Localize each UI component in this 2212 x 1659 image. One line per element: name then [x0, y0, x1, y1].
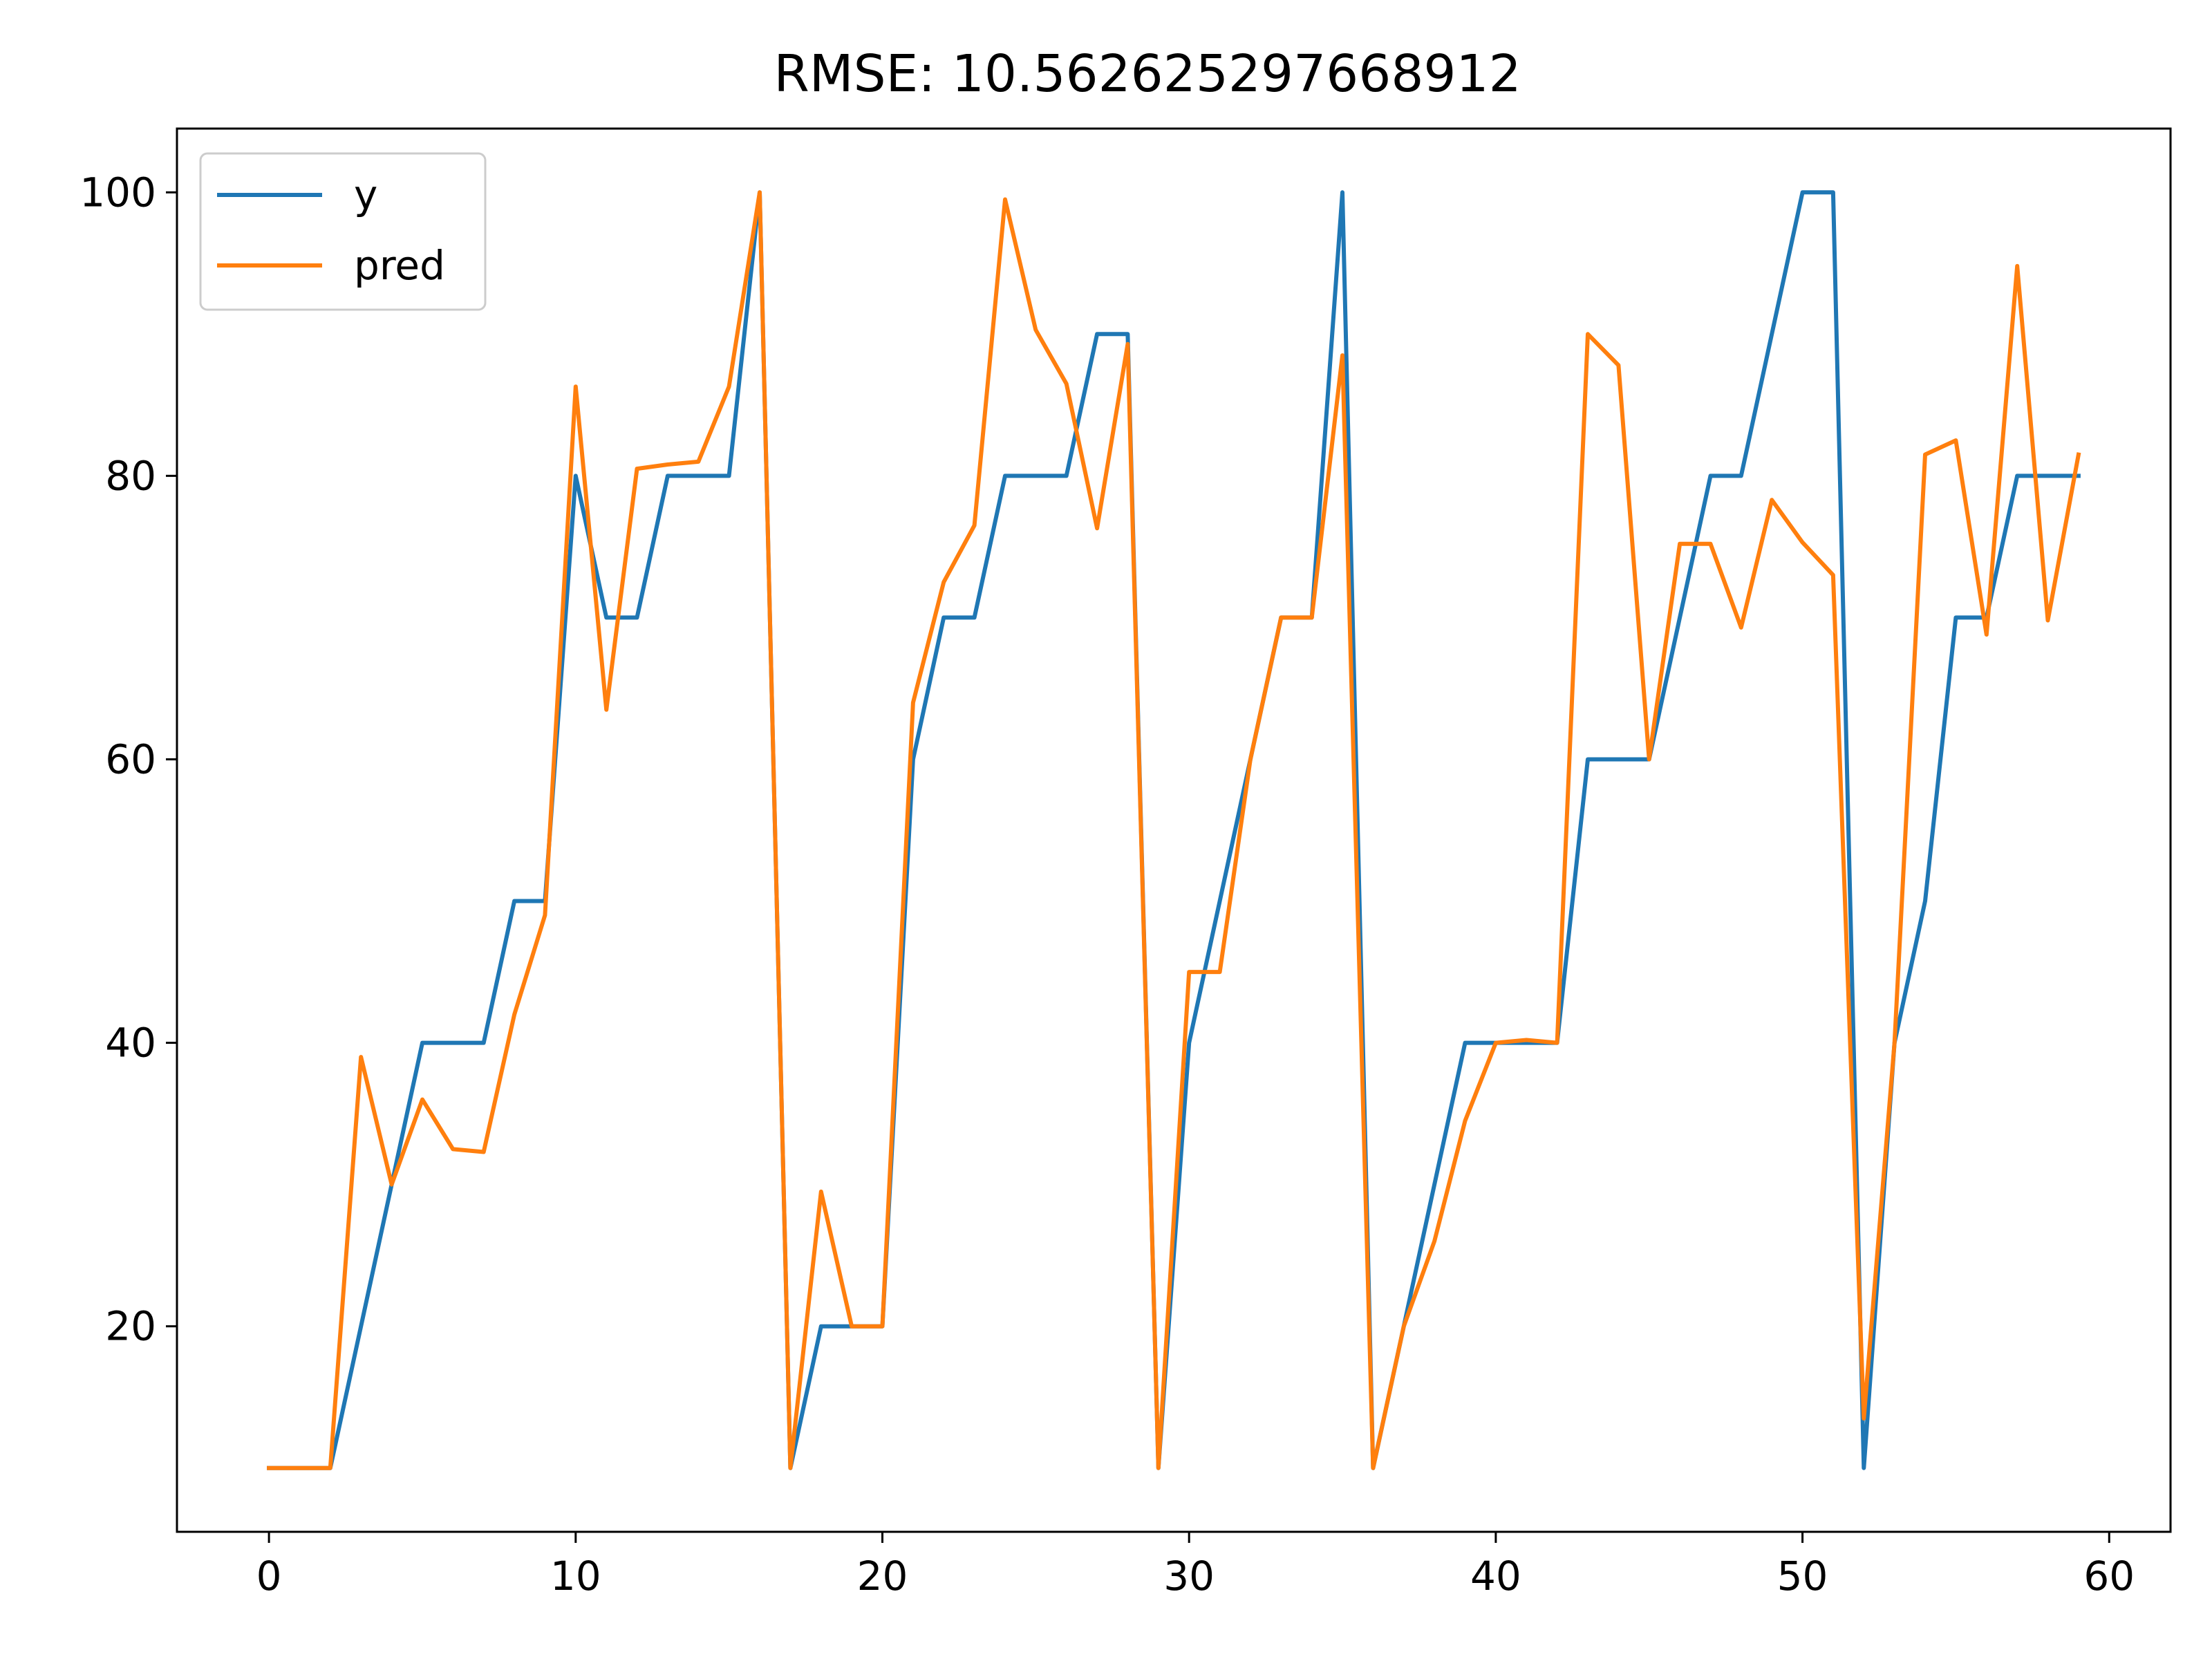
legend: y pred — [199, 152, 487, 311]
x-axis: 0 10 20 30 40 50 60 — [256, 1532, 2135, 1600]
x-tick-label: 40 — [1470, 1553, 1521, 1600]
series-line-y — [267, 190, 2081, 1470]
y-tick-label: 100 — [79, 169, 156, 216]
series-layer — [267, 190, 2081, 1470]
series-line-pred — [267, 190, 2081, 1470]
x-tick-label: 30 — [1163, 1553, 1215, 1600]
legend-label-y: y — [354, 171, 377, 218]
x-tick-label: 10 — [550, 1553, 601, 1600]
x-tick-label: 50 — [1777, 1553, 1828, 1600]
x-tick-label: 20 — [857, 1553, 908, 1600]
y-tick-label: 60 — [105, 735, 156, 782]
legend-box — [199, 152, 487, 311]
legend-label-pred: pred — [354, 242, 445, 289]
y-tick-label: 20 — [105, 1303, 156, 1350]
axes-frame — [176, 127, 2172, 1533]
y-tick-label: 80 — [105, 452, 156, 499]
chart-title: RMSE: 10.562625297668912 — [774, 44, 1521, 104]
y-tick-label: 40 — [105, 1020, 156, 1067]
x-tick-label: 60 — [2083, 1553, 2135, 1600]
x-tick-label: 0 — [256, 1553, 282, 1600]
y-axis: 20 40 60 80 100 — [79, 169, 177, 1350]
